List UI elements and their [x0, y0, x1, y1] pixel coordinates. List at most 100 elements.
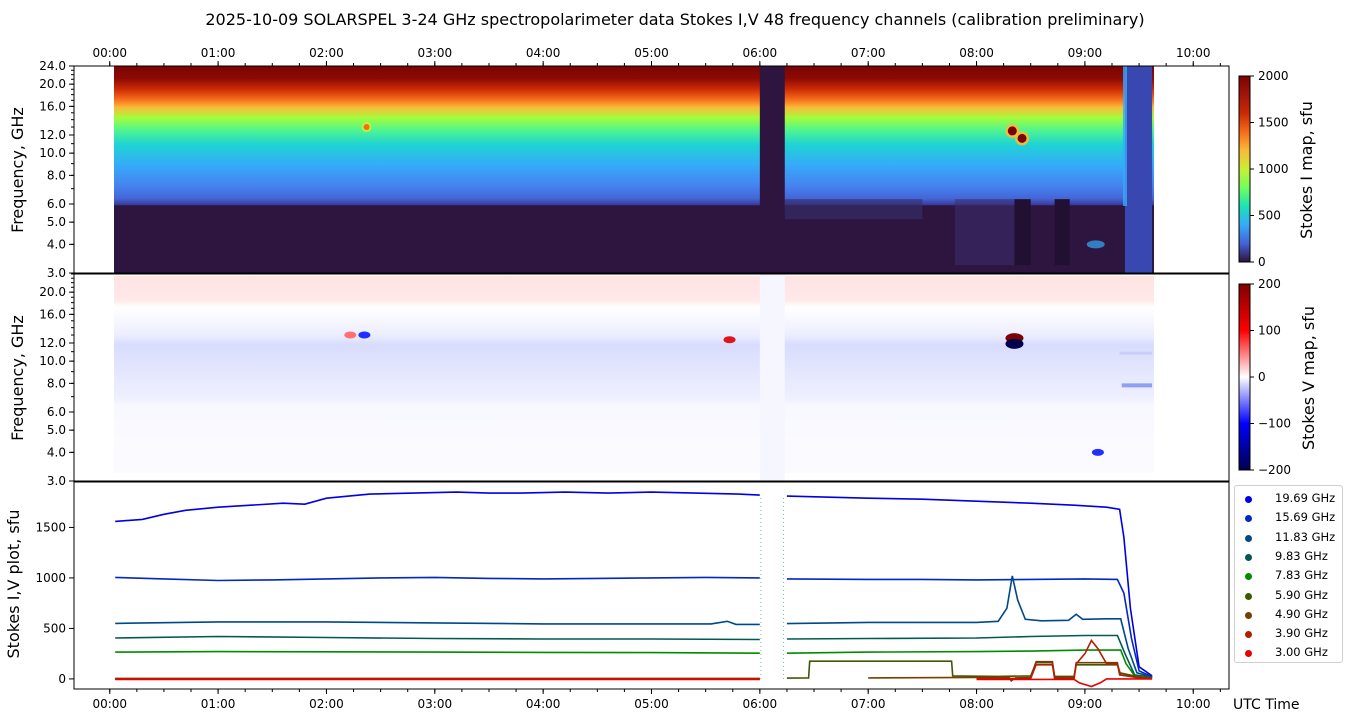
series-line [115, 576, 760, 582]
stokes-v-colorbar: −200 −100 0 100 200 [1238, 277, 1291, 477]
stokes-v-spot [1005, 338, 1024, 349]
stokes-v-colorbar-label: Stokes V map, sfu [1299, 306, 1318, 450]
plot-x-tick-label: 02:00 [309, 697, 344, 711]
colorbar-tick-label: −100 [1258, 417, 1291, 431]
legend-item: 7.83 GHz [1235, 567, 1344, 586]
legend-marker [1245, 534, 1252, 542]
x-axis-label: UTC Time [1233, 697, 1299, 713]
stokes-i-spot [1086, 240, 1105, 249]
top-x-tick-label: 06:00 [743, 46, 778, 60]
stokes-i-burst [363, 124, 370, 131]
top-x-tick-label: 04:00 [526, 46, 561, 60]
stokes-v-colorbar-ticks: −200 −100 0 100 200 [1250, 277, 1291, 477]
series-line [786, 578, 1153, 678]
legend-marker [1245, 553, 1252, 561]
y-tick-label: 10.0 [39, 146, 66, 160]
legend-label: 5.90 GHz [1275, 587, 1328, 602]
legend-marker [1245, 631, 1252, 639]
stokes-i-burst [1017, 133, 1027, 143]
plot-x-tick-label: 06:00 [743, 697, 778, 711]
legend-label: 15.69 GHz [1275, 510, 1336, 525]
series-line [976, 678, 1153, 688]
colorbar-tick-label: 1000 [1258, 162, 1289, 176]
plot-x-tick-label: 07:00 [851, 697, 886, 711]
stokes-v-spot [344, 331, 357, 339]
y-tick-label: 10.0 [39, 354, 66, 368]
stokes-i-ylabel: Frequency, GHz [8, 107, 27, 233]
stokes-i-block [1054, 199, 1070, 266]
series-line [786, 649, 1153, 679]
plot-y-tick-label: 1500 [35, 520, 66, 534]
plot-x-tick-label: 10:00 [1176, 697, 1211, 711]
y-tick-label: 12.0 [39, 336, 66, 350]
legend-item: 3.00 GHz [1235, 644, 1344, 663]
legend-marker [1245, 496, 1252, 503]
top-x-tick-label: 02:00 [309, 46, 344, 60]
y-tick-label: 12.0 [39, 128, 66, 142]
y-tick-label: 8.0 [47, 168, 66, 182]
legend-marker [1245, 650, 1252, 658]
colorbar-tick-label: 0 [1258, 370, 1266, 384]
y-tick-label: 20.0 [39, 285, 66, 299]
y-tick-label: 3.0 [47, 266, 66, 280]
legend-marker [1245, 611, 1252, 619]
colorbar-tick-label: 200 [1258, 277, 1281, 291]
legend-marker [1245, 592, 1252, 600]
top-x-tick-label: 07:00 [851, 46, 886, 60]
legend-item: 5.90 GHz [1235, 587, 1344, 606]
stokes-v-overlay [344, 274, 1153, 481]
stokes-i-block [1014, 199, 1031, 266]
stokes-i-burst [1007, 126, 1017, 136]
legend-item: 11.83 GHz [1235, 529, 1344, 548]
legend-label: 11.83 GHz [1275, 529, 1336, 544]
legend-item: 4.90 GHz [1235, 606, 1344, 625]
stokes-v-gap [759, 274, 785, 481]
top-x-tick-label: 05:00 [634, 46, 669, 60]
y-tick-label: 3.0 [47, 474, 66, 488]
y-tick-label: 5.0 [47, 423, 66, 437]
colorbar-tick-label: 0 [1258, 255, 1266, 269]
series-line [786, 575, 1153, 678]
colorbar-tick-label: −200 [1258, 463, 1291, 477]
series-legend: 19.69 GHz 15.69 GHz 11.83 GHz 9.83 GHz 7.83 … [1234, 485, 1343, 663]
plot-y-tick-label: 500 [43, 621, 66, 635]
plot-x-tick-label: 08:00 [959, 697, 994, 711]
colorbar-tick-label: 500 [1258, 209, 1281, 223]
stokes-i-overlay [361, 66, 1153, 273]
colorbar-tick-label: 1500 [1258, 116, 1289, 130]
series-line [786, 634, 1153, 679]
colorbar-tick-label: 2000 [1258, 69, 1289, 83]
series-line [976, 639, 1153, 680]
top-x-tick-label: 01:00 [201, 46, 236, 60]
stokes-v-spot [1091, 448, 1104, 456]
plot-x-tick-label: 01:00 [201, 697, 236, 711]
top-x-tick-label: 03:00 [418, 46, 453, 60]
stokes-i-block [954, 199, 1015, 266]
plot-x-tick-label: 04:00 [526, 697, 561, 711]
stokes-v-spot [358, 331, 371, 339]
plot-x-tick-label: 03:00 [418, 697, 453, 711]
legend-label: 19.69 GHz [1275, 491, 1336, 505]
stokes-v-band [1119, 351, 1153, 355]
series-line [786, 495, 1153, 677]
y-tick-label: 6.0 [47, 197, 66, 211]
legend-label: 3.00 GHz [1275, 645, 1328, 660]
stokes-v-colorbar-gradient [1238, 283, 1251, 471]
legend-marker [1245, 573, 1252, 581]
y-tick-label: 20.0 [39, 77, 66, 91]
top-x-tick-label: 08:00 [959, 46, 994, 60]
stokes-plot-panel: 0 500 1000 1500 00:00 01:00 02:00 03:00 04:00 05:… [35, 481, 1230, 711]
legend-label: 7.83 GHz [1275, 568, 1328, 583]
y-tick-label: 16.0 [39, 307, 66, 321]
legend-item: 3.90 GHz [1235, 625, 1344, 644]
plot-y-tick-label: 0 [58, 672, 66, 686]
legend-item: 19.69 GHz [1235, 490, 1344, 509]
plot-y-tick-label: 1000 [35, 571, 66, 585]
legend-label: 3.90 GHz [1275, 626, 1328, 641]
stokes-v-spot [723, 336, 736, 344]
stokes-i-edge [1122, 66, 1127, 206]
stokes-v-map-image [114, 276, 1154, 473]
colorbar-tick-label: 100 [1258, 324, 1281, 338]
y-tick-label: 6.0 [47, 405, 66, 419]
series-line [115, 635, 760, 641]
